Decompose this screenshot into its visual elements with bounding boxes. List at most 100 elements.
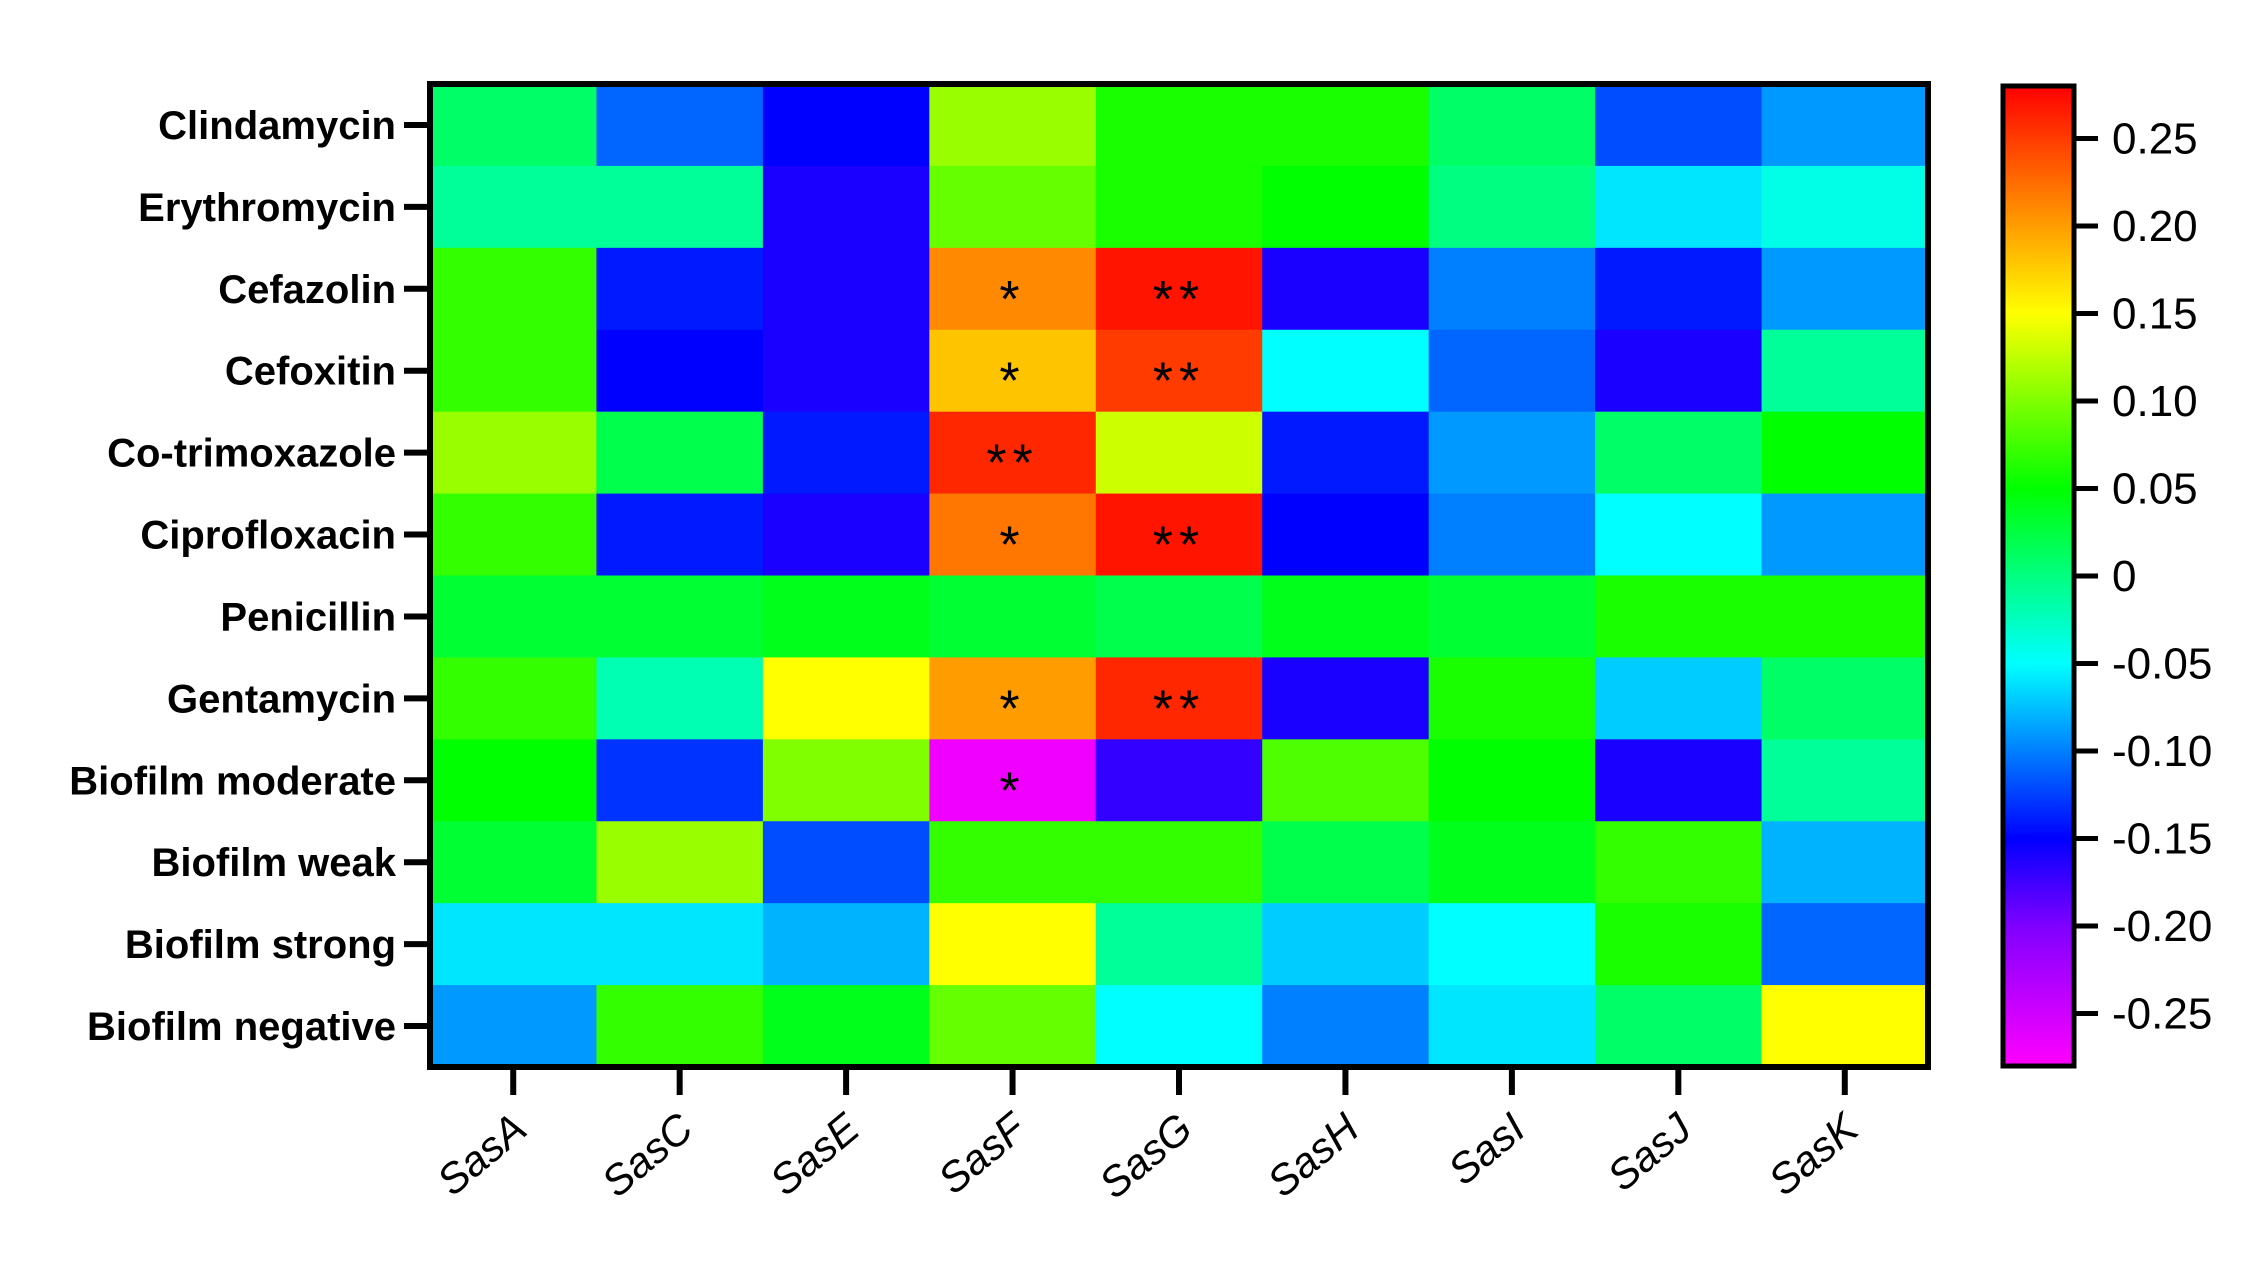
heatmap-cell <box>762 493 930 577</box>
heatmap-cell <box>596 493 764 577</box>
heatmap-cell <box>1428 657 1596 740</box>
heatmap-cell <box>1262 165 1430 249</box>
heatmap-cell <box>1761 821 1929 904</box>
heatmap-cell <box>1095 329 1263 413</box>
column-label: SasK <box>1759 1103 1868 1205</box>
significance-mark: ** <box>1153 271 1205 329</box>
heatmap-cell <box>1262 329 1430 413</box>
heatmap-cell <box>929 411 1097 495</box>
heatmap-cell <box>1595 84 1763 167</box>
heatmap-cell <box>1761 985 1929 1068</box>
heatmap-cell <box>1595 493 1763 577</box>
colorbar-ticks: 0.25 0.20 0.15 0.10 0.05 0 -0.05 -0.10 -0.15 -0.2… <box>2074 115 2212 1039</box>
heatmap-cell <box>762 247 930 331</box>
heatmap-cell <box>1095 493 1263 577</box>
column-label: SasH <box>1258 1103 1367 1205</box>
heatmap-cell <box>430 493 598 577</box>
heatmap-cell <box>1095 657 1263 740</box>
heatmap-cell <box>596 985 764 1068</box>
heatmap-cell <box>1595 165 1763 249</box>
column-label: SasA <box>428 1104 535 1205</box>
row-axis: Clindamycin Erythromycin Cefazolin Cefoxiti… <box>69 104 430 1049</box>
heatmap-cell <box>1761 903 1929 986</box>
heatmap-cell <box>430 84 598 167</box>
heatmap-cell <box>430 821 598 904</box>
heatmap-cell <box>762 329 930 413</box>
colorbar-tick-label: 0.15 <box>2112 290 2198 339</box>
heatmap-cell <box>929 985 1097 1068</box>
significance-mark: * <box>999 517 1025 575</box>
heatmap-cell <box>762 739 930 822</box>
heatmap-cell <box>1428 165 1596 249</box>
heatmap-cell <box>596 411 764 495</box>
colorbar-tick-label: 0.25 <box>2112 115 2198 164</box>
colorbar-tick-label: -0.15 <box>2112 815 2212 864</box>
column-axis: SasA SasC SasE SasF SasG SasH SasI SasJ SasK <box>428 1067 1868 1207</box>
heatmap-cell <box>1262 739 1430 822</box>
heatmap-cell <box>1428 739 1596 822</box>
heatmap-cell <box>1595 247 1763 331</box>
heatmap-cell <box>762 985 930 1068</box>
row-label: Ciprofloxacin <box>140 514 396 558</box>
heatmap-cell <box>762 821 930 904</box>
row-label: Co-trimoxazole <box>107 432 396 476</box>
heatmap-cell <box>929 657 1097 740</box>
heatmap-cell <box>762 84 930 167</box>
column-label: SasG <box>1090 1104 1201 1208</box>
heatmap-cell <box>1095 247 1263 331</box>
heatmap-cell <box>430 739 598 822</box>
colorbar-tick-label: 0.10 <box>2112 377 2198 426</box>
column-label: SasF <box>929 1102 1036 1203</box>
heatmap-cell <box>1595 739 1763 822</box>
heatmap-cell <box>1095 821 1263 904</box>
heatmap-cell <box>430 165 598 249</box>
heatmap-cell <box>1428 247 1596 331</box>
colorbar-tick-label: 0.05 <box>2112 465 2198 514</box>
heatmap-cell <box>430 985 598 1068</box>
heatmap-cell <box>596 575 764 659</box>
row-label: Biofilm moderate <box>69 759 396 803</box>
column-label: SasC <box>593 1103 702 1205</box>
heatmap-cell <box>1095 739 1263 822</box>
heatmap-cell <box>1095 985 1263 1068</box>
heatmap-cell <box>1262 903 1430 986</box>
heatmap-cell <box>1428 329 1596 413</box>
row-label: Penicillin <box>220 595 396 639</box>
heatmap-cell <box>1262 657 1430 740</box>
column-label: SasJ <box>1598 1103 1701 1200</box>
heatmap-cell <box>1428 411 1596 495</box>
heatmap-cell <box>1095 165 1263 249</box>
colorbar-tick-label: -0.25 <box>2112 990 2212 1039</box>
heatmap-cell <box>1262 247 1430 331</box>
heatmap-cell <box>1595 821 1763 904</box>
colorbar-scale <box>2000 83 2077 1069</box>
heatmap-cell <box>430 247 598 331</box>
row-label: Cefoxitin <box>225 350 396 394</box>
heatmap-cell <box>1595 329 1763 413</box>
heatmap-cell <box>1262 821 1430 904</box>
heatmap-cell <box>596 739 764 822</box>
heatmap-cell <box>596 657 764 740</box>
heatmap-cell <box>1095 903 1263 986</box>
heatmap-cell <box>1262 411 1430 495</box>
heatmap-cell <box>1428 493 1596 577</box>
heatmap-cell <box>1428 903 1596 986</box>
heatmap-cell <box>1761 411 1929 495</box>
heatmap-cell <box>430 575 598 659</box>
heatmap-cell <box>762 903 930 986</box>
heatmap-cell <box>1595 575 1763 659</box>
heatmap-cell <box>1262 493 1430 577</box>
heatmap-cell <box>596 84 764 167</box>
colorbar-tick-label: 0.20 <box>2112 202 2198 251</box>
heatmap-cell <box>929 165 1097 249</box>
heatmap-cell <box>1428 84 1596 167</box>
heatmap-cell <box>1428 575 1596 659</box>
heatmap-cell <box>1262 84 1430 167</box>
heatmap-cell <box>1262 575 1430 659</box>
heatmap-cell <box>430 411 598 495</box>
significance-mark: * <box>999 271 1025 329</box>
heatmap-cell <box>1428 985 1596 1068</box>
row-label: Clindamycin <box>158 104 396 148</box>
heatmap-cell <box>1595 985 1763 1068</box>
